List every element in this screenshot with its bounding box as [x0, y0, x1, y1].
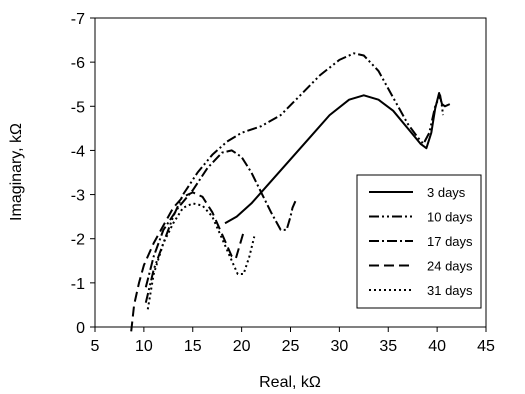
x-tick-label: 5	[91, 338, 100, 355]
y-axis-title: Imaginary, kΩ	[8, 123, 25, 221]
series-line-5	[146, 202, 256, 310]
x-tick-label: 20	[233, 338, 251, 355]
series-line-4	[130, 191, 245, 332]
x-tick-label: 30	[330, 338, 348, 355]
series-line-2	[144, 52, 444, 303]
y-tick-label: -6	[71, 55, 85, 72]
series-line-3	[144, 149, 297, 288]
x-tick-label: 35	[379, 338, 397, 355]
x-tick-label: 25	[282, 338, 300, 355]
y-tick-label: 0	[76, 320, 85, 337]
legend-label-2: 10 days	[427, 210, 473, 225]
legend: 3 days 10 days 17 days 24 days 31 days	[356, 174, 482, 309]
y-tick-label: -5	[71, 99, 85, 116]
x-tick-label: 10	[135, 338, 153, 355]
x-tick-label: 45	[477, 338, 495, 355]
legend-label-1: 3 days	[427, 185, 466, 200]
legend-label-4: 24 days	[427, 259, 473, 274]
y-tick-label: -3	[71, 188, 85, 205]
y-tick-label: -2	[71, 232, 85, 249]
series-group	[130, 52, 451, 332]
x-tick-label: 15	[184, 338, 202, 355]
legend-label-5: 31 days	[427, 283, 473, 298]
x-tick-label: 40	[428, 338, 446, 355]
y-tick-label: -7	[71, 11, 85, 28]
legend-entries: 3 days 10 days 17 days 24 days 31 days	[369, 185, 473, 298]
axis-ticks: 5 10 15 20 25 30 35 40 45 0 -1 -2 -3 -4 -5 -6 -7	[71, 11, 495, 355]
y-tick-label: -1	[71, 276, 85, 293]
legend-label-3: 17 days	[427, 234, 473, 249]
x-axis-title: Real, kΩ	[259, 374, 321, 391]
y-tick-label: -4	[71, 143, 85, 160]
series-line-1	[224, 92, 451, 225]
